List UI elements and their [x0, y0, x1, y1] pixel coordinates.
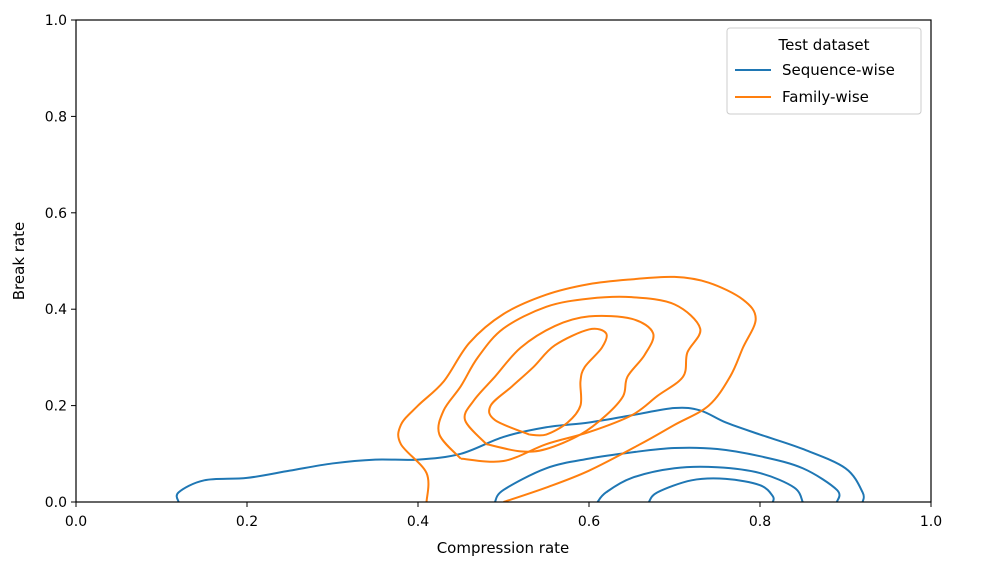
contour-sequence-wise-level-4	[648, 477, 775, 502]
x-tick-label: 0.4	[407, 514, 429, 530]
y-tick-label: 0.0	[45, 495, 67, 511]
x-tick-label: 0.8	[749, 514, 771, 530]
y-tick-label: 0.2	[45, 399, 67, 415]
legend-label-sequence-wise: Sequence-wise	[782, 61, 895, 79]
contour-family-wise-level-2	[437, 295, 702, 463]
y-tick-label: 1.0	[45, 13, 67, 29]
legend-box	[726, 27, 922, 115]
y-ticks: 0.0 0.2 0.4 0.6 0.8 1.0	[45, 13, 76, 511]
y-axis-label: Break rate	[10, 222, 28, 300]
series-sequence-wise	[175, 406, 865, 502]
legend: Test dataset Sequence-wise Family-wise	[726, 27, 922, 115]
y-tick-label: 0.6	[45, 206, 67, 222]
x-axis-label: Compression rate	[437, 539, 570, 557]
contour-sequence-wise-level-2	[494, 446, 841, 502]
contour-sequence-wise-level-1	[175, 406, 865, 502]
y-tick-label: 0.8	[45, 109, 67, 125]
x-tick-label: 0.0	[65, 514, 87, 530]
contour-sequence-wise-level-3	[596, 465, 804, 502]
x-tick-label: 0.6	[578, 514, 600, 530]
contours-layer	[175, 275, 865, 502]
x-tick-label: 1.0	[920, 514, 942, 530]
series-family-wise	[397, 275, 757, 502]
legend-title: Test dataset	[777, 36, 869, 54]
contour-family-wise-level-4	[488, 327, 608, 437]
y-tick-label: 0.4	[45, 302, 67, 318]
contour-family-wise-level-1	[397, 275, 757, 502]
legend-label-family-wise: Family-wise	[782, 88, 869, 106]
contour-family-wise-level-3	[463, 314, 655, 453]
plot-frame	[75, 19, 932, 503]
x-ticks: 0.0 0.2 0.4 0.6 0.8 1.0	[65, 502, 942, 530]
x-tick-label: 0.2	[236, 514, 258, 530]
